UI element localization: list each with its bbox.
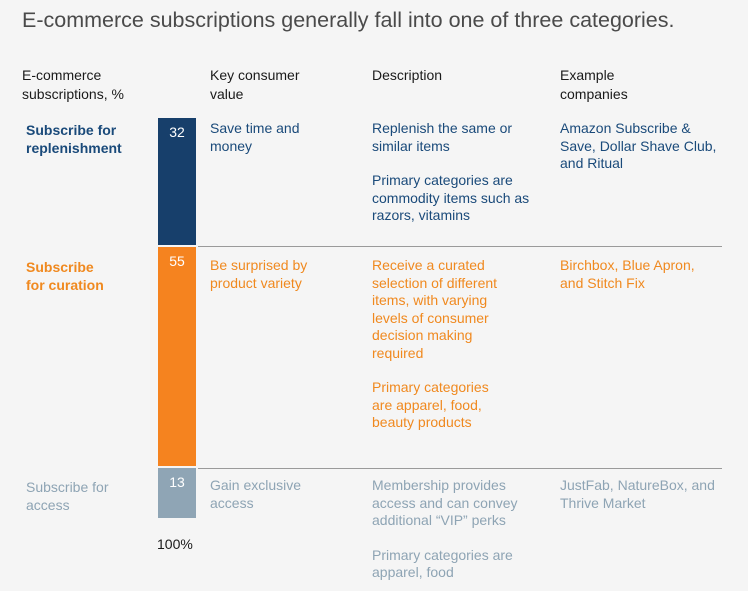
chart-title: E-commerce subscriptions generally fall … — [22, 8, 675, 32]
description-curation: Receive a curated selection of different… — [372, 257, 498, 430]
examples-access: JustFab, NatureBox, and Thrive Market — [560, 477, 715, 511]
bar-segment-curation — [158, 246, 196, 466]
row-label-access: Subscribe for access — [26, 479, 109, 513]
header-examples: Example companies — [560, 67, 628, 102]
row-divider — [198, 246, 722, 247]
row-label-curation: Subscribe for curation — [26, 259, 104, 293]
bar-segment-replenishment — [158, 118, 196, 245]
bar-value-replenishment: 32 — [169, 124, 185, 140]
examples-curation: Birchbox, Blue Apron, and Stitch Fix — [560, 257, 695, 291]
bar-value-access: 13 — [169, 473, 185, 490]
key-value-replenishment: Save time and money — [210, 120, 300, 154]
examples-replenishment: Amazon Subscribe & Save, Dollar Shave Cl… — [560, 120, 717, 171]
description-access: Membership provides access and can conve… — [372, 477, 518, 580]
row-label-replenishment: Subscribe for replenishment — [26, 122, 122, 156]
header-subscriptions: E-commerce subscriptions, % — [22, 67, 124, 102]
key-value-curation: Be surprised by product variety — [210, 257, 308, 291]
row-divider — [198, 468, 722, 469]
header-key-value: Key consumer value — [210, 67, 300, 102]
bar-total-label: 100% — [157, 536, 193, 552]
bar-segment-access — [158, 467, 196, 518]
header-description: Description — [372, 67, 443, 83]
key-value-access: Gain exclusive access — [210, 477, 302, 511]
description-replenishment: Replenish the same or similar items Prim… — [372, 120, 530, 223]
bar-value-curation: 55 — [169, 252, 185, 269]
